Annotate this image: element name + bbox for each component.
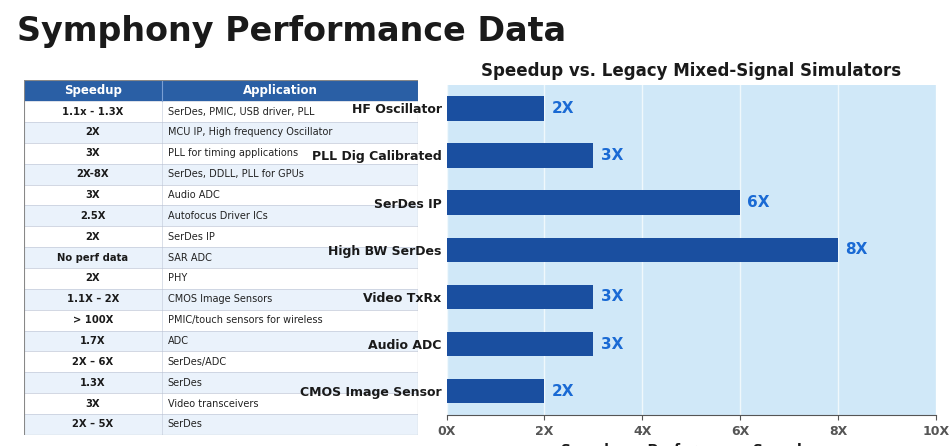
Text: 3X: 3X	[600, 289, 623, 305]
Text: Symphony Performance Data: Symphony Performance Data	[17, 15, 566, 48]
Text: 2X: 2X	[86, 273, 100, 283]
Text: Audio ADC: Audio ADC	[167, 190, 219, 200]
Title: Speedup vs. Legacy Mixed-Signal Simulators: Speedup vs. Legacy Mixed-Signal Simulato…	[481, 62, 902, 80]
FancyBboxPatch shape	[24, 101, 418, 122]
Text: Video transceivers: Video transceivers	[167, 399, 258, 409]
Text: SerDes/ADC: SerDes/ADC	[167, 357, 227, 367]
FancyBboxPatch shape	[24, 80, 418, 101]
Bar	[446, 238, 838, 262]
FancyBboxPatch shape	[24, 289, 418, 310]
X-axis label: Symphony Performance Speedup: Symphony Performance Speedup	[560, 443, 822, 446]
Text: SerDes, DDLL, PLL for GPUs: SerDes, DDLL, PLL for GPUs	[167, 169, 304, 179]
Bar	[446, 379, 544, 404]
Bar	[446, 96, 544, 120]
FancyBboxPatch shape	[24, 268, 418, 289]
FancyBboxPatch shape	[24, 372, 418, 393]
Text: 2X: 2X	[86, 232, 100, 242]
FancyBboxPatch shape	[24, 247, 418, 268]
FancyBboxPatch shape	[24, 164, 418, 185]
Text: 2X: 2X	[86, 128, 100, 137]
Text: 1.3X: 1.3X	[80, 378, 105, 388]
Text: PHY: PHY	[167, 273, 187, 283]
Text: 6X: 6X	[748, 195, 770, 210]
FancyBboxPatch shape	[24, 185, 418, 206]
Bar	[446, 332, 593, 356]
Text: 3X: 3X	[86, 148, 100, 158]
Text: PMIC/touch sensors for wireless: PMIC/touch sensors for wireless	[167, 315, 322, 325]
FancyBboxPatch shape	[24, 143, 418, 164]
Text: SerDes: SerDes	[167, 419, 202, 429]
Text: SAR ADC: SAR ADC	[167, 252, 212, 263]
Text: 2X: 2X	[552, 384, 574, 399]
Text: 2X: 2X	[552, 101, 574, 116]
Text: 3X: 3X	[600, 148, 623, 163]
Text: 1.1x - 1.3X: 1.1x - 1.3X	[62, 107, 124, 116]
Text: 2X – 5X: 2X – 5X	[72, 419, 113, 429]
Text: SerDes, PMIC, USB driver, PLL: SerDes, PMIC, USB driver, PLL	[167, 107, 314, 116]
FancyBboxPatch shape	[24, 393, 418, 414]
Text: 2.5X: 2.5X	[80, 211, 105, 221]
Text: 1.1X – 2X: 1.1X – 2X	[66, 294, 119, 304]
Bar	[446, 143, 593, 168]
Text: MCU IP, High frequency Oscillator: MCU IP, High frequency Oscillator	[167, 128, 332, 137]
FancyBboxPatch shape	[24, 414, 418, 435]
Text: ADC: ADC	[167, 336, 189, 346]
Text: 8X: 8X	[846, 242, 867, 257]
Text: 1.7X: 1.7X	[80, 336, 105, 346]
Text: SerDes: SerDes	[167, 378, 202, 388]
FancyBboxPatch shape	[24, 206, 418, 226]
Text: 3X: 3X	[86, 190, 100, 200]
Text: Autofocus Driver ICs: Autofocus Driver ICs	[167, 211, 267, 221]
Text: 2X – 6X: 2X – 6X	[72, 357, 113, 367]
Text: 3X: 3X	[86, 399, 100, 409]
FancyBboxPatch shape	[24, 351, 418, 372]
Text: SerDes IP: SerDes IP	[167, 232, 215, 242]
FancyBboxPatch shape	[24, 226, 418, 247]
Text: No perf data: No perf data	[57, 252, 128, 263]
Text: 2X-8X: 2X-8X	[76, 169, 109, 179]
FancyBboxPatch shape	[24, 122, 418, 143]
Text: > 100X: > 100X	[72, 315, 113, 325]
Text: PLL for timing applications: PLL for timing applications	[167, 148, 297, 158]
Text: CMOS Image Sensors: CMOS Image Sensors	[167, 294, 272, 304]
FancyBboxPatch shape	[24, 330, 418, 351]
Text: Speedup: Speedup	[64, 84, 122, 97]
FancyBboxPatch shape	[24, 310, 418, 330]
Bar	[446, 190, 740, 215]
Text: Application: Application	[242, 84, 317, 97]
Bar	[446, 285, 593, 309]
Text: 3X: 3X	[600, 337, 623, 351]
